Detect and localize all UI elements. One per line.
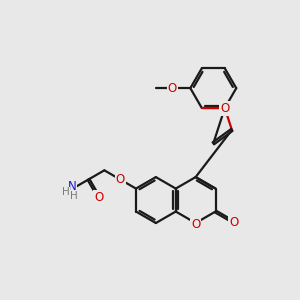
- Text: O: O: [94, 191, 104, 204]
- Text: H: H: [70, 191, 77, 201]
- Text: O: O: [220, 102, 230, 115]
- Text: O: O: [229, 216, 239, 229]
- Text: H: H: [61, 187, 69, 197]
- Text: O: O: [191, 218, 200, 231]
- Text: O: O: [116, 173, 125, 186]
- Text: O: O: [167, 82, 177, 95]
- Text: N: N: [68, 180, 76, 193]
